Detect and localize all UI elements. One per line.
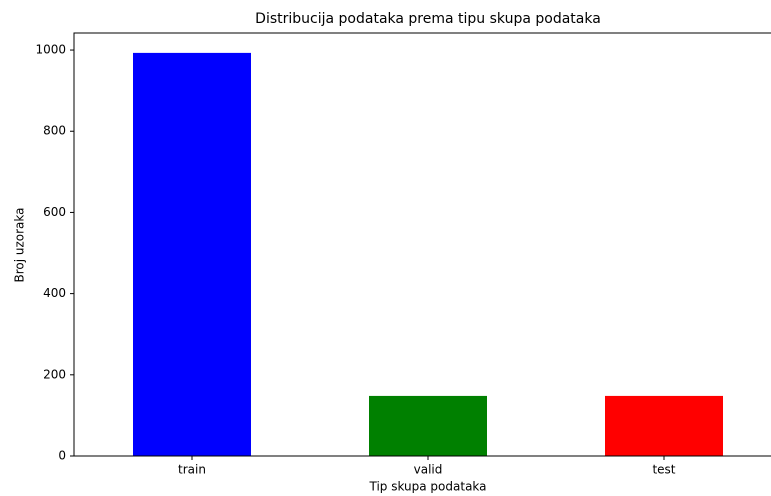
- y-tick-label: 400: [43, 286, 66, 300]
- y-tick-label: 800: [43, 124, 66, 138]
- x-tick-label: train: [178, 463, 206, 477]
- bar: [133, 52, 251, 457]
- y-axis-label: Broj uzoraka: [13, 207, 27, 282]
- y-tick-label: 1000: [35, 43, 66, 57]
- chart-title: Distribucija podataka prema tipu skupa p…: [255, 11, 601, 27]
- x-tick-label: valid: [414, 463, 443, 477]
- bar: [369, 395, 487, 456]
- x-tick-label: test: [652, 463, 675, 477]
- y-tick-label: 200: [43, 367, 66, 381]
- bar: [605, 395, 723, 456]
- axes-frame: [73, 32, 771, 457]
- y-tick-label: 600: [43, 205, 66, 219]
- y-tick-label: 0: [58, 449, 66, 463]
- x-axis-label: Tip skupa podataka: [368, 480, 486, 494]
